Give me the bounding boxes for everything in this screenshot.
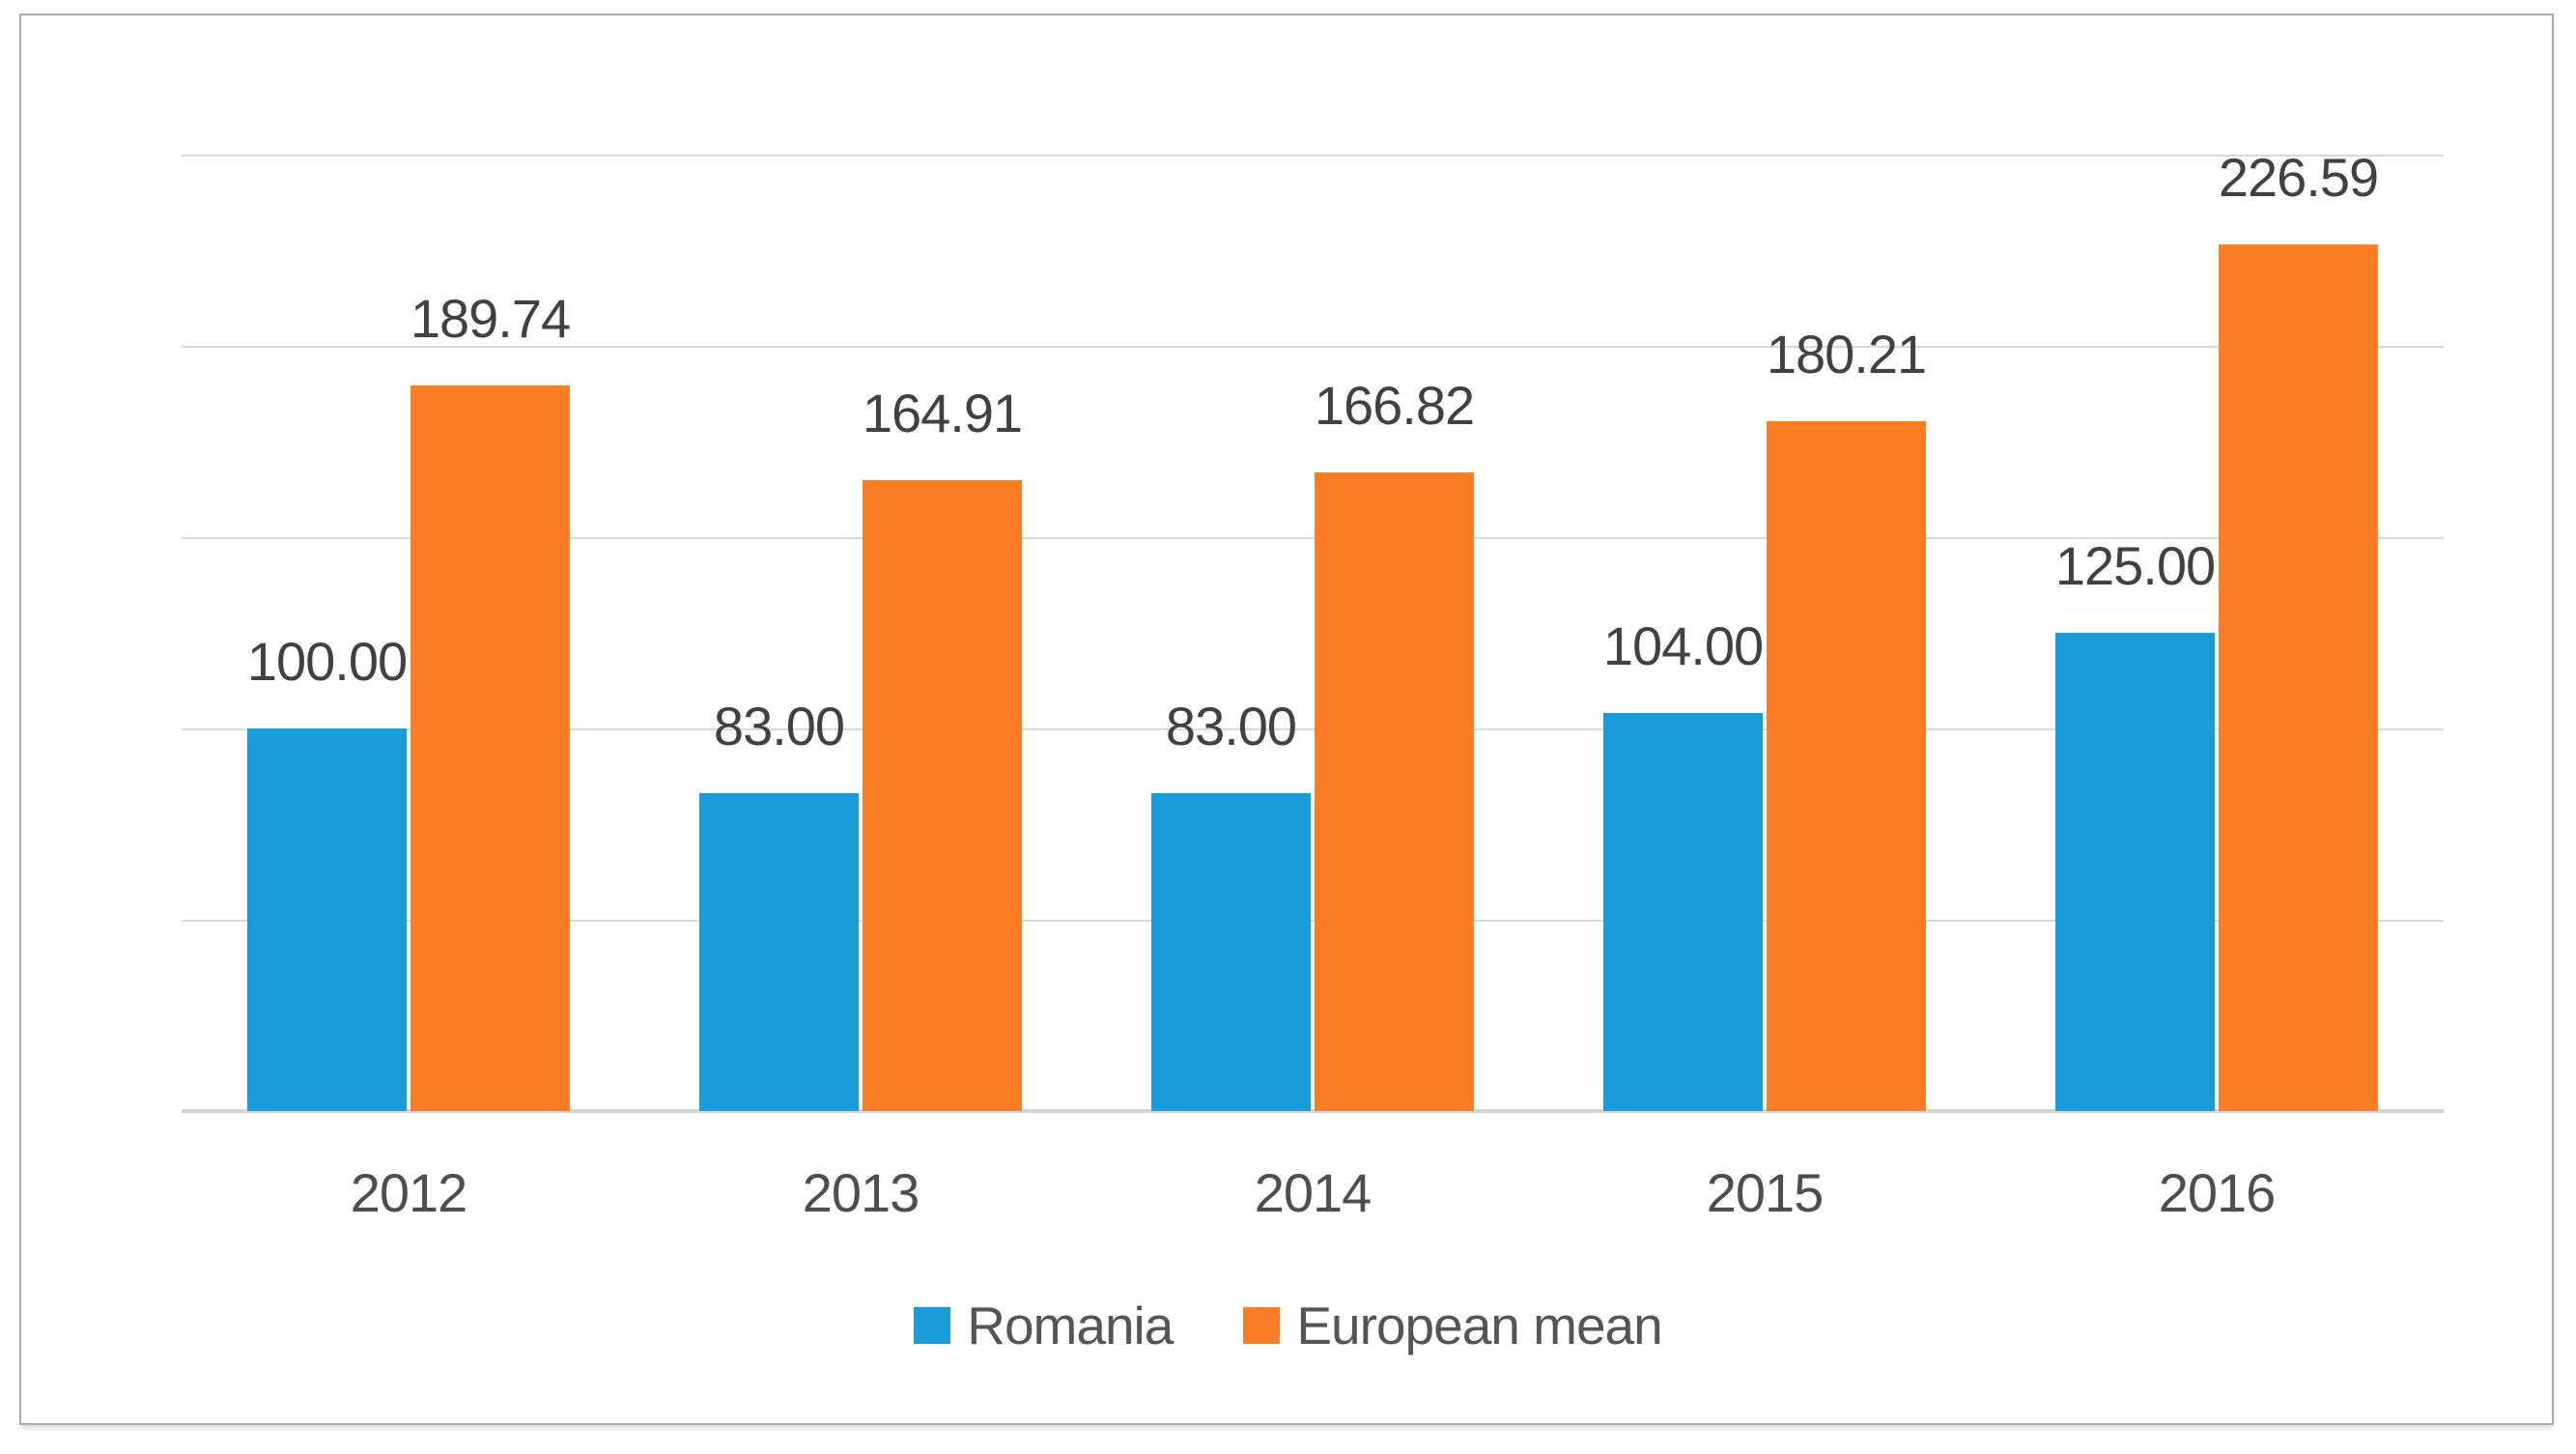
bar-romania-2016	[2055, 633, 2215, 1111]
legend: Romania European mean	[0, 1295, 2576, 1356]
x-axis-label-2014: 2014	[1254, 1162, 1373, 1223]
legend-item-european-mean: European mean	[1243, 1296, 1663, 1355]
gridline-50	[182, 920, 2444, 922]
gridline-250	[182, 155, 2444, 157]
legend-swatch-european-mean	[1243, 1307, 1281, 1344]
chart-frame-border	[19, 14, 2554, 1425]
gridline-100	[182, 728, 2444, 730]
data-label-european-mean-2016: 226.59	[2218, 147, 2379, 208]
x-axis-line	[182, 1109, 2444, 1113]
data-label-european-mean-2015: 180.21	[1766, 324, 1927, 385]
bar-romania-2015	[1603, 713, 1763, 1111]
data-label-european-mean-2012: 189.74	[410, 288, 571, 349]
legend-label-european-mean: European mean	[1296, 1296, 1662, 1355]
data-label-european-mean-2014: 166.82	[1314, 375, 1475, 436]
bar-romania-2014	[1151, 793, 1311, 1111]
bar-romania-2012	[247, 728, 407, 1111]
bar-european-mean-2013	[863, 480, 1022, 1111]
legend-item-romania: Romania	[914, 1296, 1174, 1355]
bar-european-mean-2015	[1767, 421, 1926, 1111]
data-label-romania-2014: 83.00	[1165, 696, 1297, 756]
bar-european-mean-2016	[2219, 244, 2378, 1111]
x-axis-label-2016: 2016	[2158, 1162, 2277, 1223]
x-axis-label-2013: 2013	[802, 1162, 920, 1223]
legend-label-romania: Romania	[967, 1296, 1174, 1355]
data-label-romania-2013: 83.00	[713, 696, 845, 756]
bar-european-mean-2014	[1315, 472, 1474, 1111]
gridline-150	[182, 537, 2444, 539]
bar-romania-2013	[699, 793, 859, 1111]
x-axis-label-2015: 2015	[1706, 1162, 1825, 1223]
bar-european-mean-2012	[410, 385, 570, 1111]
gridline-200	[182, 346, 2444, 348]
legend-swatch-romania	[914, 1307, 951, 1344]
data-label-romania-2016: 125.00	[2054, 535, 2216, 596]
data-label-romania-2012: 100.00	[246, 631, 408, 692]
data-label-european-mean-2013: 164.91	[862, 383, 1023, 443]
data-label-romania-2015: 104.00	[1602, 615, 1764, 676]
x-axis-label-2012: 2012	[350, 1162, 468, 1223]
